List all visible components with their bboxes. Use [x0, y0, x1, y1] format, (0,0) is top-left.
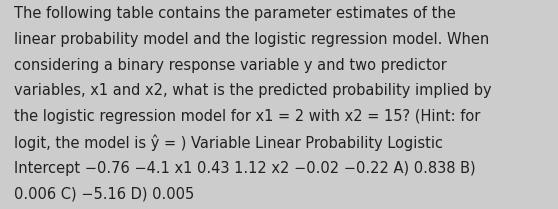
- Text: Intercept −0.76 −4.1 x1 0.43 1.12 x2 −0.02 −0.22 A) 0.838 B): Intercept −0.76 −4.1 x1 0.43 1.12 x2 −0.…: [14, 161, 475, 176]
- Text: considering a binary response variable y and two predictor: considering a binary response variable y…: [14, 58, 447, 73]
- Text: logit, the model is ŷ = ) Variable Linear Probability Logistic: logit, the model is ŷ = ) Variable Linea…: [14, 135, 443, 151]
- Text: variables, x1 and x2, what is the predicted probability implied by: variables, x1 and x2, what is the predic…: [14, 83, 492, 98]
- Text: The following table contains the parameter estimates of the: The following table contains the paramet…: [14, 6, 456, 21]
- Text: linear probability model and the logistic regression model. When: linear probability model and the logisti…: [14, 32, 489, 47]
- Text: the logistic regression model for x1 = 2 with x2 = 15? (Hint: for: the logistic regression model for x1 = 2…: [14, 109, 480, 124]
- Text: 0.006 C) −5.16 D) 0.005: 0.006 C) −5.16 D) 0.005: [14, 186, 194, 201]
